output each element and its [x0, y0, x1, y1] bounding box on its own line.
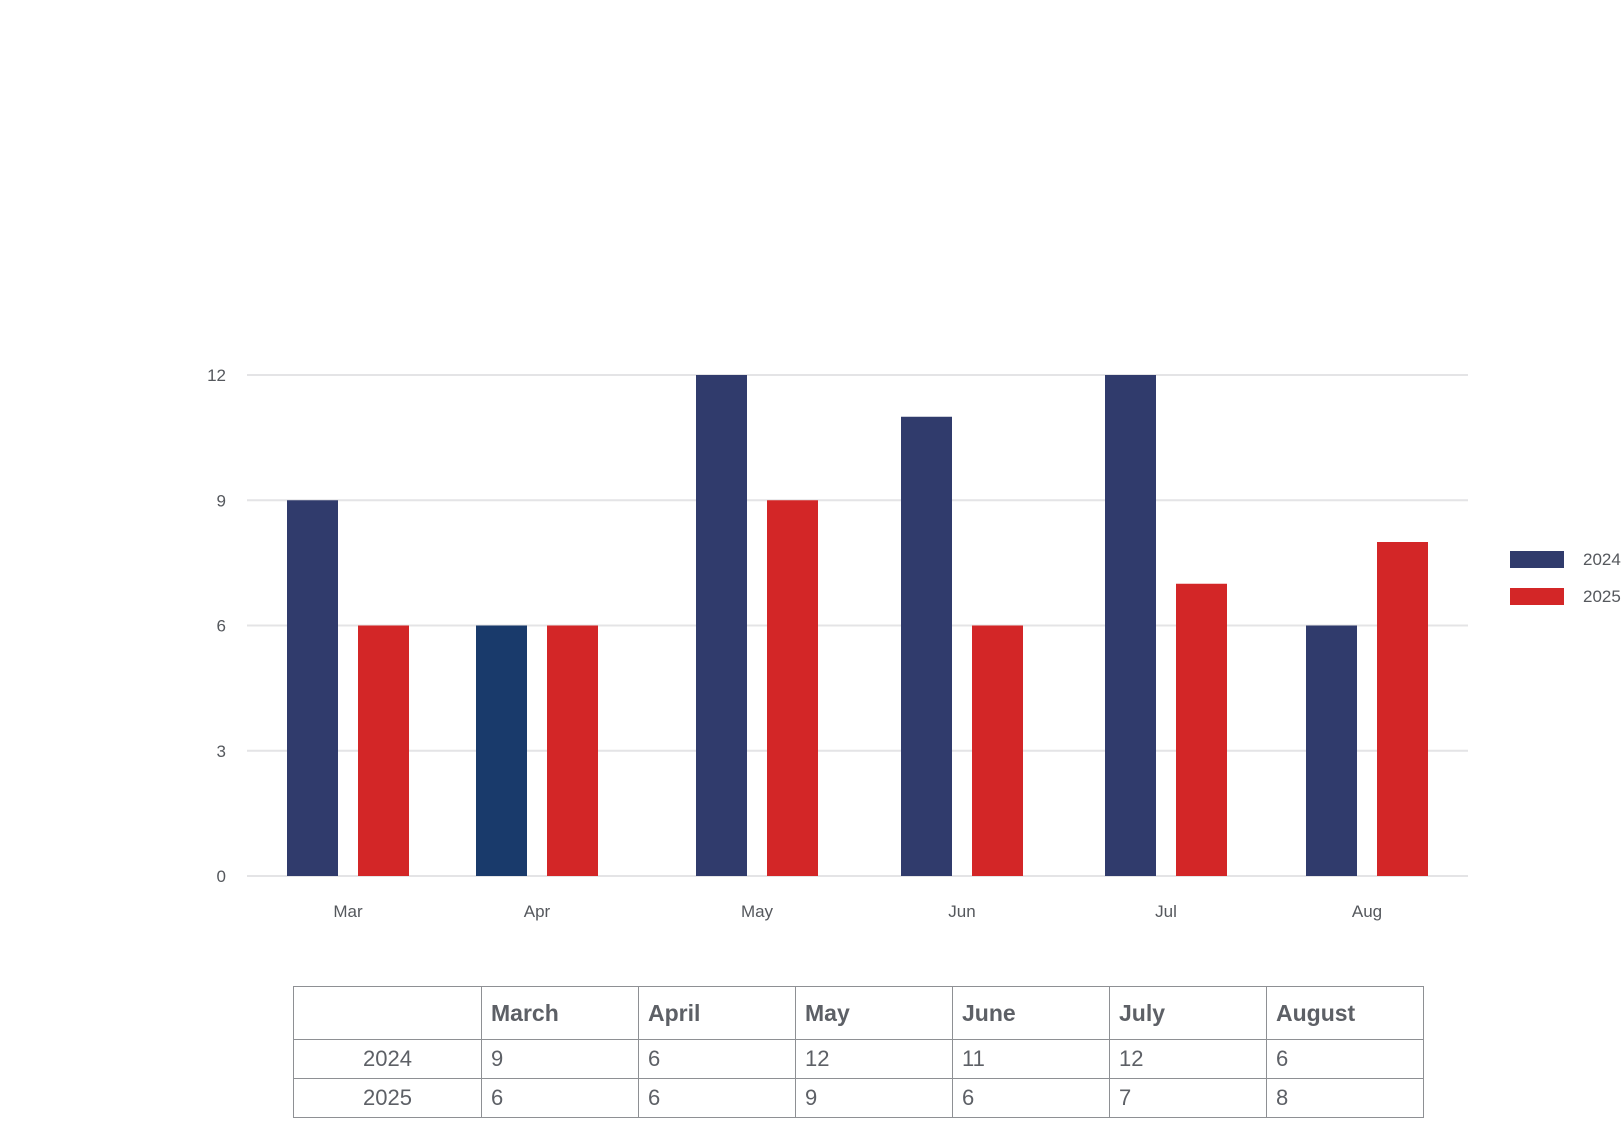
table-row: 2024 9 6 12 11 12 6	[293, 1039, 1424, 1079]
table-cell: 12	[795, 1039, 953, 1079]
legend-swatch	[1510, 551, 1564, 568]
bar-2024-Jun	[901, 416, 952, 876]
bar-2025-Jun	[972, 625, 1023, 876]
x-tick-label: Apr	[524, 902, 551, 921]
table-row-label: 2024	[293, 1039, 482, 1079]
bar-2025-Mar	[358, 625, 409, 876]
table-header-cell: March	[481, 986, 639, 1040]
x-tick-label: Mar	[333, 902, 363, 921]
y-tick-label: 6	[217, 617, 226, 636]
bar-chart: 0 3 6 9 12 Mar Apr May Jun Jul Aug 2024 2025	[207, 366, 1621, 921]
bar-2025-May	[767, 500, 818, 876]
bar-2024-Mar	[287, 500, 338, 876]
x-tick-label: Aug	[1352, 902, 1382, 921]
table-cell: 8	[1266, 1078, 1424, 1118]
table-cell: 9	[481, 1039, 639, 1079]
legend-label: 2025	[1583, 587, 1621, 606]
table-cell: 6	[481, 1078, 639, 1118]
bar-2025-Jul	[1176, 583, 1227, 876]
bar-2024-Aug	[1306, 625, 1357, 876]
table-cell: 6	[952, 1078, 1110, 1118]
table-cell: 6	[638, 1078, 796, 1118]
table-header-cell: June	[952, 986, 1110, 1040]
table-header-cell: July	[1109, 986, 1267, 1040]
table-header-cell: August	[1266, 986, 1424, 1040]
bar-2025-Aug	[1377, 542, 1428, 876]
bar-2025-Apr	[547, 625, 598, 876]
table-cell: 11	[952, 1039, 1110, 1079]
table-header-cell	[293, 986, 482, 1040]
table-cell: 6	[1266, 1039, 1424, 1079]
gridlines	[247, 374, 1468, 877]
y-tick-label: 9	[217, 491, 226, 510]
bar-2024-Apr	[476, 625, 527, 876]
y-axis-ticks: 0 3 6 9 12	[207, 366, 226, 886]
table-header-cell: May	[795, 986, 953, 1040]
table-cell: 6	[638, 1039, 796, 1079]
table-row: 2025 6 6 9 6 7 8	[293, 1078, 1424, 1118]
bar-2024-Jul	[1105, 375, 1156, 876]
y-tick-label: 0	[217, 867, 226, 886]
x-tick-label: May	[741, 902, 774, 921]
table-header-row: March April May June July August	[293, 986, 1424, 1040]
legend: 2024 2025	[1510, 550, 1621, 606]
x-tick-label: Jul	[1155, 902, 1177, 921]
table-header-cell: April	[638, 986, 796, 1040]
table-row-label: 2025	[293, 1078, 482, 1118]
data-table: March April May June July August 2024 9 …	[293, 986, 1424, 1118]
y-tick-label: 12	[207, 366, 226, 385]
x-axis-ticks: Mar Apr May Jun Jul Aug	[333, 902, 1382, 921]
bar-2024-May	[696, 375, 747, 876]
table-cell: 7	[1109, 1078, 1267, 1118]
table-cell: 9	[795, 1078, 953, 1118]
x-tick-label: Jun	[948, 902, 975, 921]
legend-swatch	[1510, 588, 1564, 605]
table-cell: 12	[1109, 1039, 1267, 1079]
bars	[287, 375, 1428, 876]
y-tick-label: 3	[217, 742, 226, 761]
legend-label: 2024	[1583, 550, 1621, 569]
